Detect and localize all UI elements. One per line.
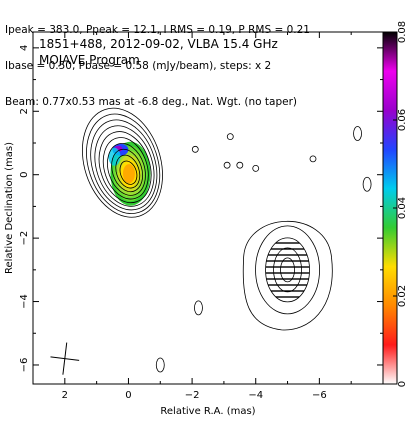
y-tick-label: −2: [19, 231, 30, 246]
noise-contour: [194, 300, 203, 316]
core-contour: [94, 125, 155, 207]
core-contour: [111, 148, 144, 193]
jet-contour: [273, 247, 302, 293]
x-tick-label: −2: [185, 390, 200, 401]
y-tick-label: −6: [19, 358, 30, 373]
core-contour: [119, 160, 138, 185]
chart-title: 1851+488, 2012-09-02, VLBA 15.4 GHz: [39, 37, 278, 51]
header-line-1: Ipeak = 383.0, Ppeak = 12.1, I RMS = 0.1…: [5, 24, 310, 36]
core-contour: [86, 113, 161, 214]
beam-marker: [50, 342, 80, 375]
noise-contour: [362, 176, 372, 192]
x-tick-label: 0: [125, 390, 131, 401]
core-contour: [107, 143, 146, 196]
core-contour: [102, 137, 149, 200]
colorbar-tick-label: 0.08: [397, 21, 408, 43]
noise-contour: [236, 161, 244, 169]
y-tick-label: 0: [19, 172, 30, 178]
noise-contour: [309, 155, 317, 163]
colorbar-tick-label: 0.06: [397, 109, 408, 131]
plot-frame: [32, 31, 384, 385]
x-tick-label: −4: [248, 390, 263, 401]
noise-contour: [252, 164, 260, 172]
x-tick-label: −6: [312, 390, 327, 401]
x-tick-label: 2: [62, 390, 68, 401]
noise-contour: [191, 145, 199, 153]
header-line-2: Ibase = 0.50, Pbase = 0.58 (mJy/beam), s…: [5, 60, 272, 72]
x-axis-label: Relative R.A. (mas): [160, 406, 255, 417]
noise-contour: [155, 357, 165, 373]
jet-contour: [280, 257, 295, 283]
noise-contour: [223, 161, 231, 169]
colorbar-tick-label: 0.02: [397, 285, 408, 307]
noise-contour: [226, 133, 234, 141]
core-contour: [115, 154, 141, 189]
jet-contour-hatched: [265, 237, 310, 303]
y-axis-label: Relative Declination (mas): [4, 142, 15, 274]
axis-ticks: 2 0 −2 −4 −6 4 2 0 −2 −4 −6: [19, 32, 384, 401]
core-contour: [98, 131, 152, 204]
y-tick-label: −4: [19, 294, 30, 309]
chart-subtitle: MOJAVE Program: [39, 53, 140, 67]
beam-minor-axis: [50, 356, 80, 361]
header-line-3: Beam: 0.77x0.53 mas at -6.8 deg., Nat. W…: [5, 96, 298, 108]
y-tick-label: 2: [19, 108, 30, 114]
jet-contour: [242, 220, 333, 331]
y-tick-label: 4: [19, 45, 30, 51]
noise-contour: [353, 126, 362, 141]
colorbar-tick-label: 0.04: [397, 197, 408, 219]
header-info: Ipeak = 383.0, Ppeak = 12.1, I RMS = 0.1…: [5, 0, 310, 120]
colorbar-tick-label: 0: [397, 381, 408, 387]
core-contour: [90, 119, 158, 211]
core-color-fill: [108, 147, 121, 166]
colorbar: 0 0.02 0.04 0.06 0.08: [382, 21, 408, 387]
contour-layer: [50, 107, 372, 375]
core-color-fill: [122, 164, 135, 184]
plot-border: [32, 31, 384, 385]
jet-contour: [255, 225, 320, 315]
core-contour: [81, 107, 163, 218]
